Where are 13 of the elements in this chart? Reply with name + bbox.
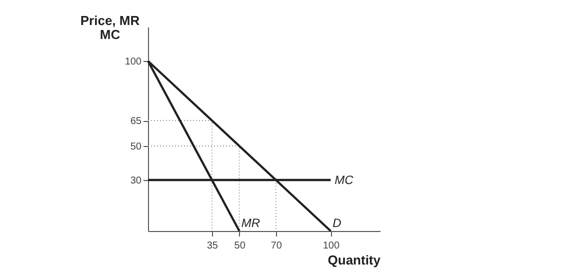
x-axis-title: Quantity — [328, 252, 382, 268]
series-label: D — [332, 216, 342, 230]
series-label: MC — [334, 173, 354, 187]
y-axis-title: Price, MR MC — [80, 13, 140, 42]
series-label: MR — [241, 216, 260, 230]
x-tick-label: 70 — [270, 240, 282, 252]
y-tick-label: 100 — [124, 56, 142, 68]
y-tick-label: 65 — [130, 116, 142, 127]
x-tick-label: 50 — [234, 240, 246, 252]
y-tick-label: 30 — [130, 176, 142, 186]
x-tick-label: 100 — [322, 240, 340, 252]
x-tick-label: 35 — [206, 240, 218, 252]
y-tick-label: 50 — [130, 142, 142, 152]
